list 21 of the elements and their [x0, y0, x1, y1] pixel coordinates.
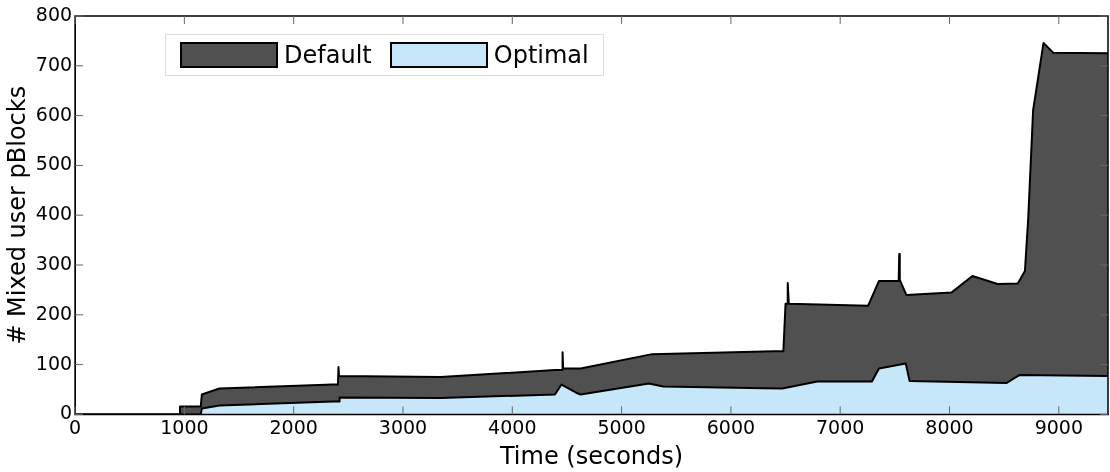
- y-tick-label: 100: [35, 351, 73, 374]
- x-tick-label: 1000: [160, 415, 209, 438]
- y-tick-label: 200: [35, 301, 73, 324]
- x-tick-label: 3000: [378, 415, 428, 438]
- x-tick-label: 9000: [1034, 415, 1083, 438]
- legend-label: Optimal: [493, 41, 589, 69]
- x-tick-label: 6000: [706, 415, 756, 438]
- x-tick-label: 2000: [269, 415, 318, 438]
- y-tick-label: 800: [35, 2, 73, 25]
- y-tick-label: 500: [35, 152, 73, 175]
- y-axis-title: # Mixed user pBlocks: [2, 85, 31, 345]
- x-tick-label: 5000: [597, 415, 646, 438]
- x-tick-label: 7000: [816, 415, 865, 438]
- x-tick-label: 4000: [488, 415, 537, 438]
- legend-label: Default: [284, 41, 372, 69]
- x-tick-label: 8000: [925, 415, 974, 438]
- x-axis-title: Time (seconds): [498, 441, 684, 470]
- y-tick-label: 400: [35, 202, 73, 225]
- y-tick-label: 300: [35, 251, 73, 274]
- y-tick-label: 700: [35, 52, 73, 75]
- y-tick-label: 600: [35, 102, 73, 125]
